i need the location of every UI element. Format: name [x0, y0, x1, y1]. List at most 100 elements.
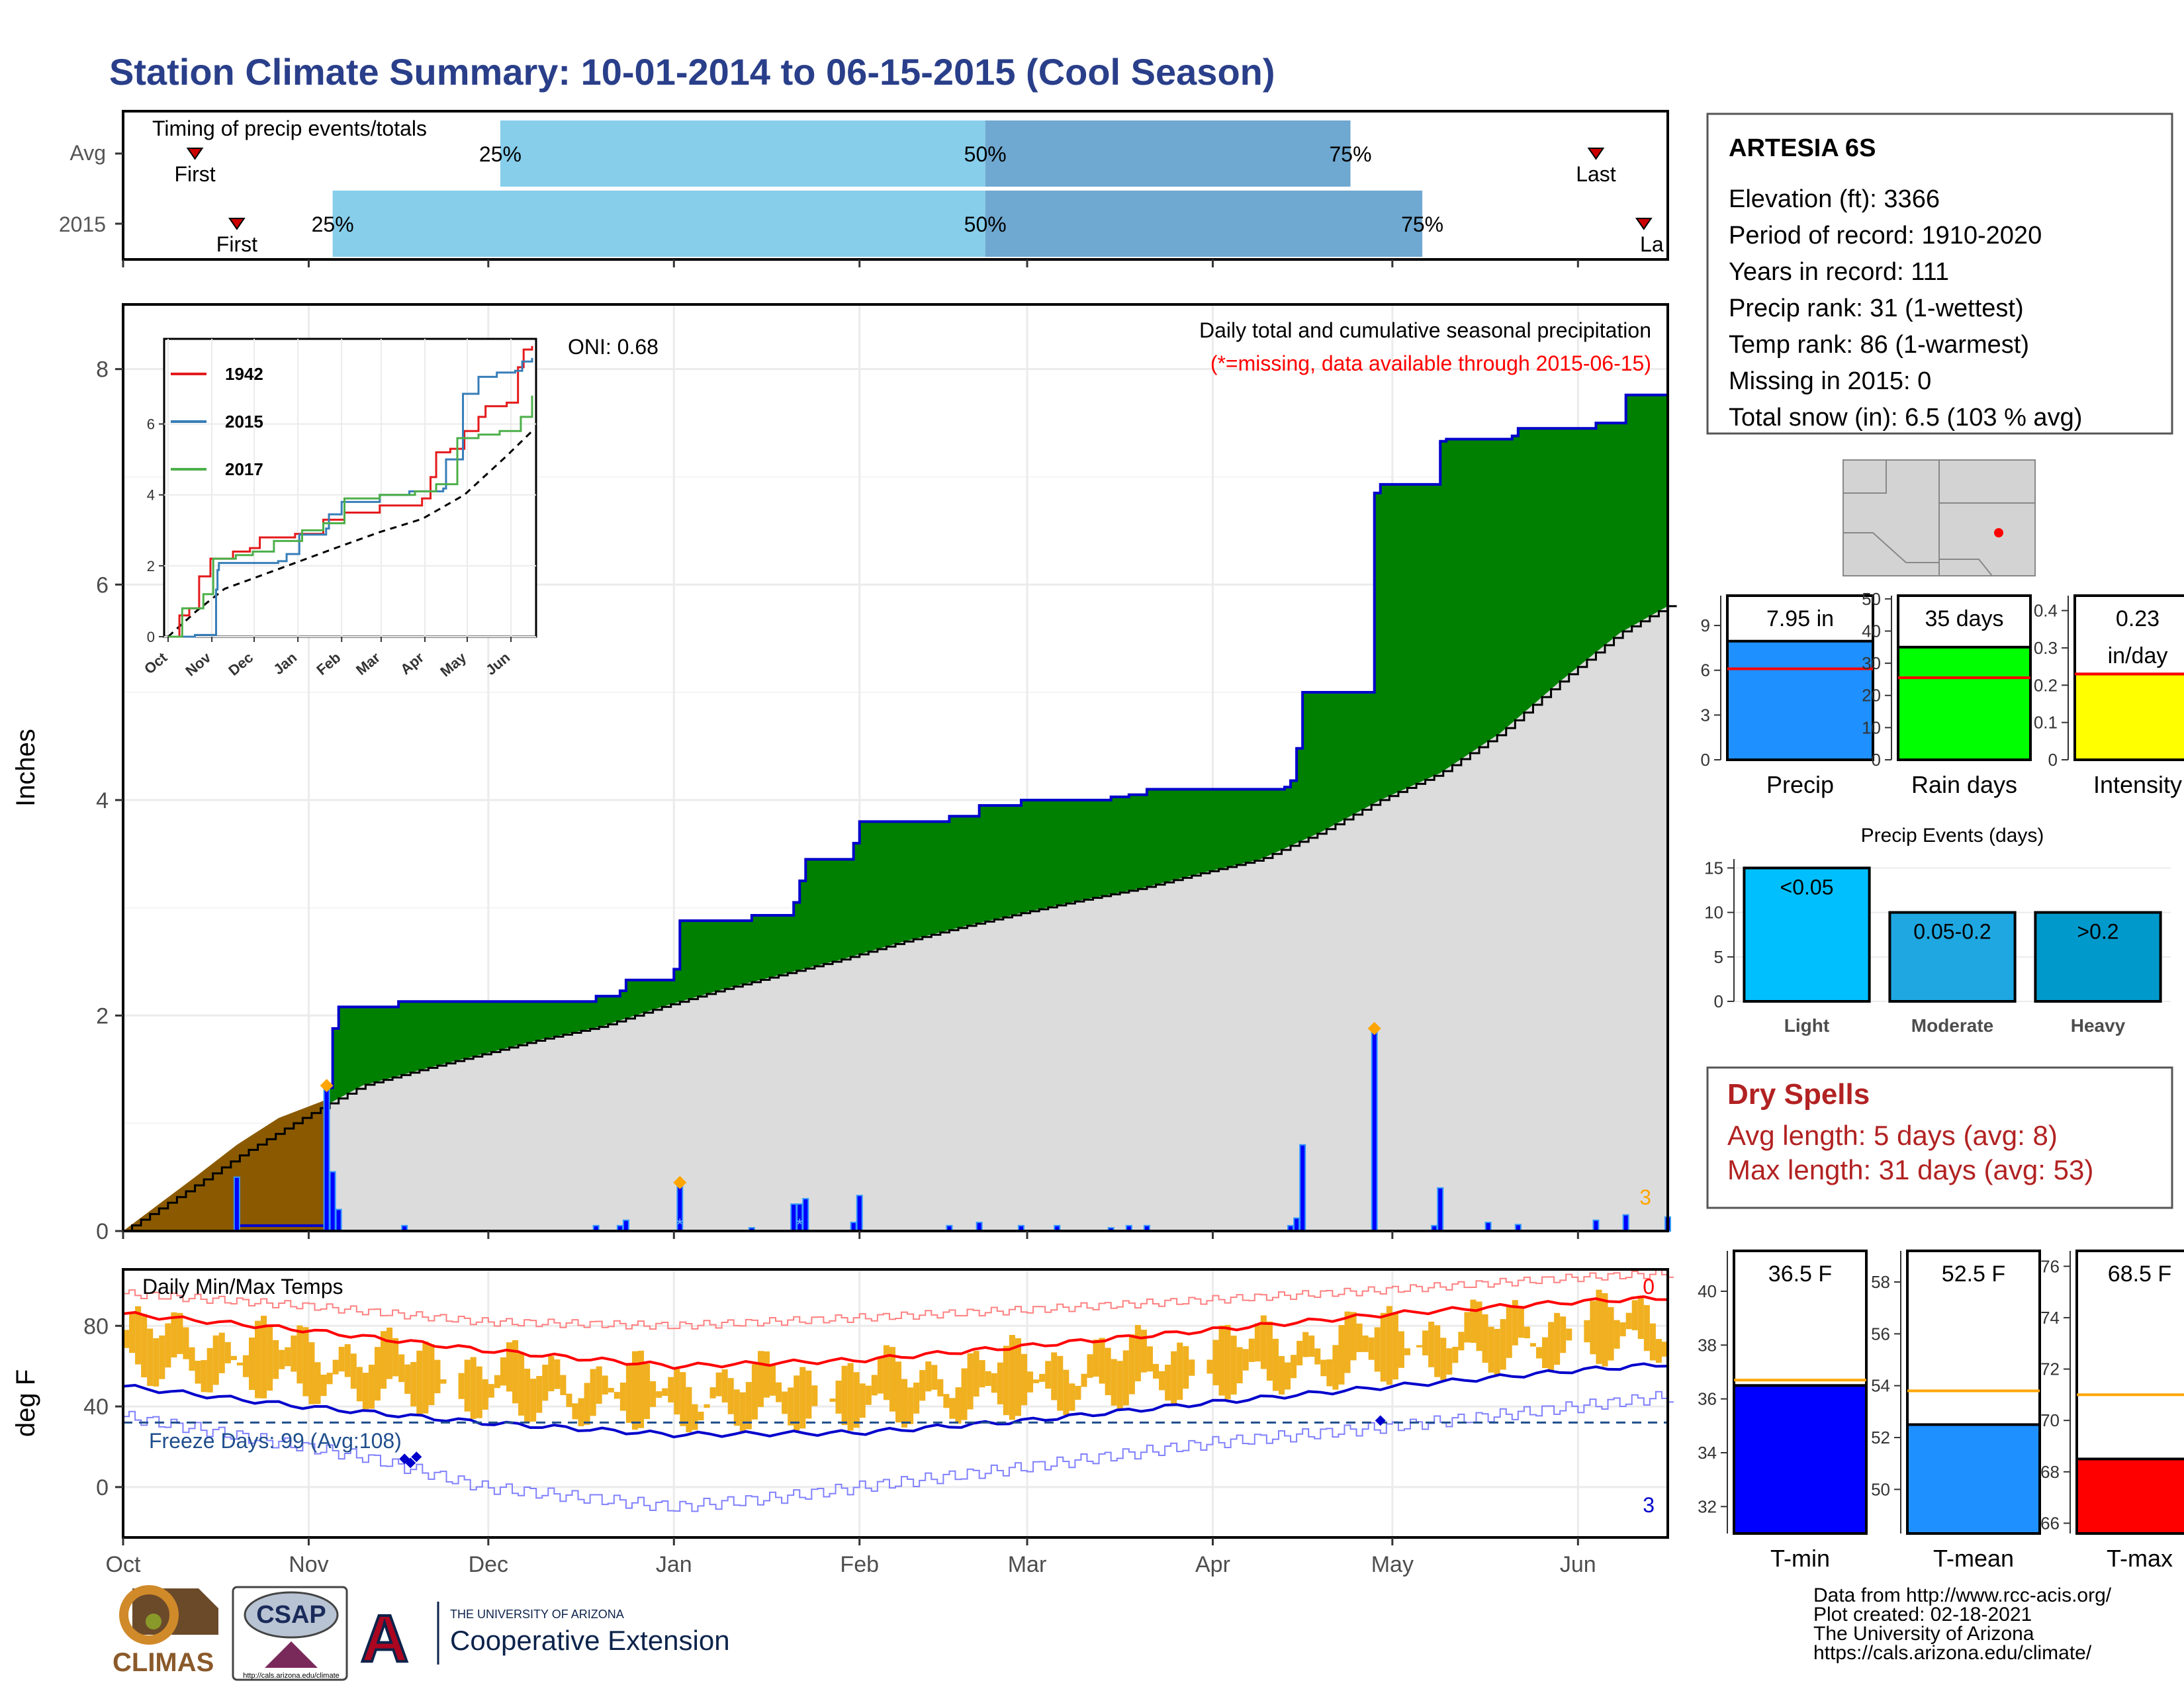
- small-bar-category-label: Precip: [1766, 771, 1834, 798]
- daily-temp-bar: [1386, 1306, 1392, 1385]
- daily-temp-bar: [572, 1403, 578, 1420]
- daily-temp-bar: [608, 1388, 614, 1393]
- inset-marks: [164, 339, 536, 638]
- map-border-line-2: [1939, 559, 1993, 576]
- small-bar-ytick-label: 9: [1701, 616, 1710, 635]
- daily-temp-bar: [709, 1387, 716, 1398]
- daily-temp-bar: [326, 1373, 333, 1385]
- daily-temp-bar: [248, 1337, 255, 1391]
- daily-temp-bar: [183, 1327, 189, 1359]
- daily-temp-bar: [195, 1360, 201, 1384]
- map-state-line-1: [1843, 460, 1887, 494]
- daily-temp-bar: [236, 1362, 243, 1366]
- timing-panel: Timing of precip events/totals Avg 2015 …: [59, 110, 1669, 267]
- daily-temp-bar: [631, 1351, 638, 1430]
- daily-temp-bar: [410, 1361, 417, 1407]
- timing-last-label: Last: [1576, 162, 1616, 186]
- daily-precip-bar: [329, 1171, 336, 1232]
- small-bar-ytick-label: 72: [2040, 1359, 2060, 1379]
- daily-temp-bar: [494, 1375, 500, 1389]
- temps-corner-bottom: 3: [1643, 1493, 1655, 1517]
- daily-temp-bar: [1177, 1342, 1183, 1400]
- daily-temp-bar: [285, 1347, 291, 1367]
- daily-temp-bar: [1009, 1335, 1015, 1420]
- daily-temp-bar: [314, 1362, 321, 1404]
- event-marker: [673, 1175, 687, 1189]
- small-bar-category-label: Rain days: [1911, 771, 2017, 798]
- daily-temp-bar: [1230, 1336, 1237, 1395]
- events-bar-label: >0.2: [2077, 920, 2118, 944]
- daily-temp-bar: [1649, 1323, 1656, 1361]
- station-info-box: ARTESIA 6S Elevation (ft): 3366 Period o…: [1706, 113, 2173, 435]
- daily-temp-bar: [1368, 1337, 1375, 1360]
- daily-temp-bar: [1554, 1312, 1561, 1365]
- inset-series-line-2015: [168, 357, 533, 638]
- small-bar-ytick-label: 0.3: [2034, 638, 2058, 658]
- daily-temp-bar: [853, 1372, 860, 1428]
- daily-temp-bar: [1655, 1339, 1662, 1363]
- small-bar-ytick-label: 0: [1701, 750, 1710, 770]
- events-category-label: Light: [1784, 1015, 1829, 1036]
- precip-ytick-label: 6: [96, 572, 109, 598]
- dry-spells-frame: [1706, 1066, 2173, 1209]
- daily-temp-bar: [536, 1375, 543, 1413]
- small-bar-ytick-label: 0.4: [2034, 601, 2058, 621]
- daily-temp-bar: [721, 1369, 728, 1403]
- small-bar-ytick-label: 40: [1698, 1281, 1717, 1301]
- daily-temp-bar: [1434, 1325, 1441, 1377]
- daily-temp-bar: [1470, 1299, 1477, 1343]
- csap-logo: CSAP http://cals.arizona.edu/climate: [232, 1586, 348, 1681]
- small-bar-value-t-mean: [1906, 1423, 2041, 1535]
- daily-temp-bar: [296, 1325, 303, 1384]
- daily-temp-bar: [1021, 1353, 1028, 1406]
- oni-label: ONI: 0.68: [568, 335, 659, 359]
- daily-precip-bar: [335, 1209, 342, 1232]
- locator-map: [1843, 459, 2036, 576]
- daily-temp-bar: [1476, 1301, 1482, 1351]
- tmin-panel: 32 34 36 38 40 36.5 F T-min: [1698, 1250, 1868, 1572]
- footer-data-source: Data from http://www.rcc-acis.org/: [1813, 1584, 2112, 1606]
- precip-ytick-label: 2: [96, 1003, 109, 1028]
- station-missing: Missing in 2015: 0: [1729, 367, 1931, 395]
- daily-temp-bar: [212, 1335, 219, 1385]
- daily-temp-bar: [1584, 1320, 1590, 1343]
- daily-temp-bar: [967, 1353, 974, 1410]
- daily-temp-bar: [1464, 1312, 1471, 1343]
- daily-temp-bar: [590, 1369, 596, 1416]
- footer-university: The University of Arizona: [1813, 1623, 2034, 1645]
- daily-temp-bar: [308, 1342, 315, 1404]
- timing-bar-lower: [332, 191, 985, 257]
- cumulative-precip-area: [123, 384, 1668, 1231]
- daily-temp-bar: [865, 1385, 872, 1405]
- missing-day-marker: *: [797, 1216, 803, 1234]
- daily-temp-bar: [1614, 1320, 1620, 1349]
- small-bar-value-label: 68.5 F: [2108, 1261, 2171, 1287]
- daily-temp-bar: [644, 1363, 651, 1420]
- dry-spells-title: Dry Spells: [1727, 1078, 1870, 1111]
- timing-q50-label: 50%: [964, 142, 1007, 166]
- daily-temp-bar: [362, 1373, 369, 1410]
- events-bar-heavy: [2034, 911, 2162, 1003]
- freeze-days-label: Freeze Days: 99 (Avg:108): [149, 1429, 402, 1453]
- small-bar-value-precip: [1726, 639, 1874, 761]
- precip-ytick-label: 4: [96, 788, 109, 813]
- daily-temp-bar: [387, 1327, 393, 1379]
- daily-temp-bar: [1542, 1337, 1549, 1369]
- daily-temp-bar: [1535, 1347, 1543, 1359]
- daily-temp-bar: [206, 1348, 213, 1393]
- daily-temp-bar: [1134, 1324, 1141, 1382]
- precip-events-panel: Precip Events (days) 0 5 10 15 <0.05 Light 0.0…: [1704, 825, 2171, 1036]
- daily-temp-bar: [739, 1392, 746, 1432]
- small-bar-ytick-label: 10: [1862, 717, 1881, 737]
- daily-temp-bar: [991, 1373, 997, 1393]
- precip-ytick-label: 0: [96, 1219, 109, 1244]
- event-marker: [1367, 1021, 1381, 1035]
- csap-cloud-icon: [244, 1591, 339, 1639]
- small-bar-ytick-label: 50: [1862, 589, 1881, 609]
- daily-temp-bar: [596, 1366, 602, 1404]
- daily-temp-bar: [961, 1368, 968, 1420]
- daily-temp-bar: [1081, 1373, 1087, 1387]
- small-bar-value-label: 36.5 F: [1768, 1261, 1832, 1287]
- daily-temp-bar: [1643, 1304, 1650, 1351]
- daily-temp-bar: [1518, 1308, 1524, 1338]
